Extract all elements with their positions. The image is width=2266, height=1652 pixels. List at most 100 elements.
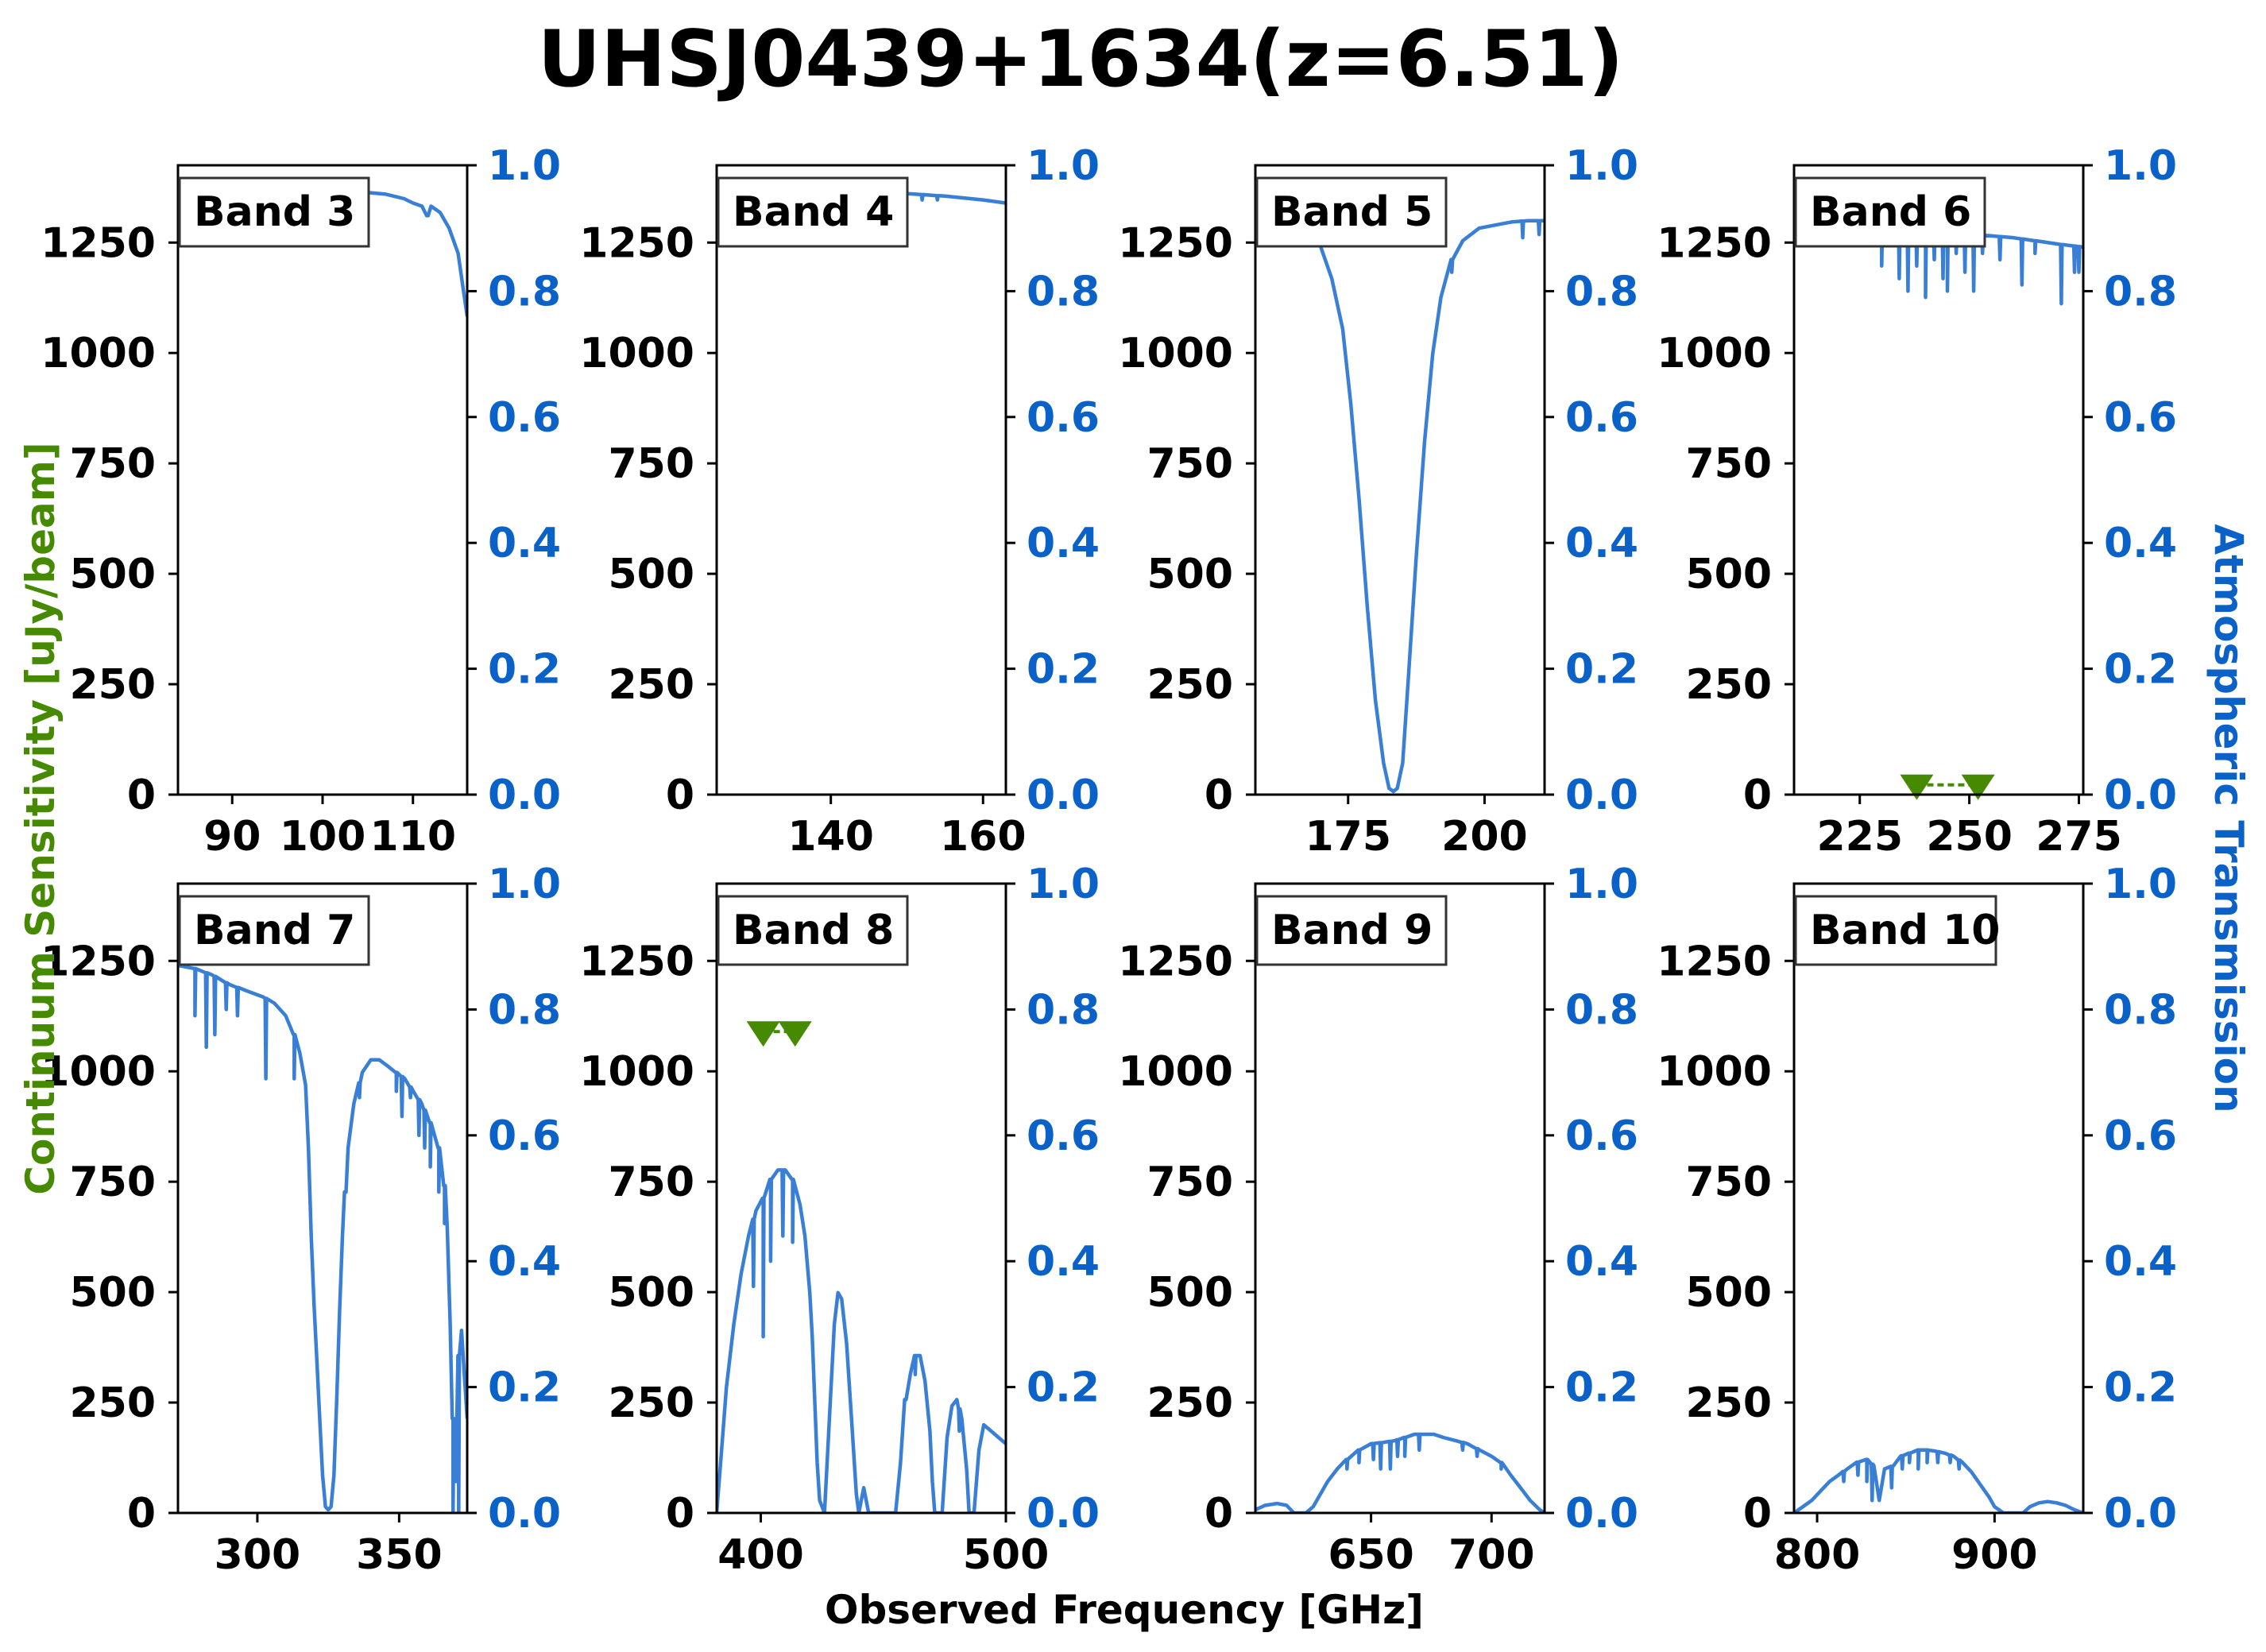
x-tick-label: 200: [1441, 813, 1528, 861]
left-tick-label: 0: [666, 772, 694, 819]
band-label: Band 9: [1271, 907, 1433, 954]
transmission-line: [717, 1168, 1006, 1513]
left-tick-label: 500: [1147, 551, 1233, 598]
band-legend-box: [717, 895, 909, 966]
left-tick-label: 1250: [41, 219, 156, 267]
left-tick-label: 1000: [579, 1048, 694, 1096]
left-tick-label: 750: [608, 440, 694, 488]
left-tick-label: 250: [608, 661, 694, 709]
left-tick-label: 0: [127, 1490, 156, 1538]
panel-band-1: 0 250 500 750 1000 1250 0.0 0.2 0.4 0.6 0.8 1.0 90 10…: [41, 142, 561, 861]
panel-band-5: 0 250 500 750 1000 1250 0.0 0.2 0.4 0.6 0.8 1.0 300 3…: [41, 861, 561, 1579]
panel-frame: [715, 882, 1007, 1515]
sensitivity-marker: [746, 1021, 780, 1047]
band-label: Band 7: [194, 907, 355, 954]
left-tick-label: 1000: [1118, 330, 1233, 377]
right-tick-label: 0.6: [1565, 394, 1638, 442]
left-tick-label: 1250: [1118, 938, 1233, 985]
right-tick-label: 0.2: [488, 646, 561, 694]
left-tick-label: 1000: [1118, 1048, 1233, 1096]
transmission-line: [1255, 1432, 1545, 1513]
x-tick-label: 225: [1816, 813, 1903, 861]
left-tick-label: 1250: [1118, 219, 1233, 267]
panel-frame: [1792, 882, 2085, 1515]
left-tick-label: 500: [608, 1269, 694, 1317]
right-tick-label: 0.2: [1027, 1364, 1100, 1412]
x-tick-label: 110: [369, 813, 456, 861]
left-tick-label: 0: [127, 772, 156, 819]
right-axis-title: Atmospheric Transmission: [2206, 524, 2252, 1112]
figure-title: UHSJ0439+1634(z=6.51): [538, 14, 1624, 105]
band-label: Band 5: [1271, 188, 1433, 236]
left-tick-label: 750: [1147, 440, 1233, 488]
right-tick-label: 0.8: [488, 268, 561, 315]
x-tick-label: 800: [1774, 1531, 1861, 1579]
left-tick-label: 250: [1685, 661, 1772, 709]
right-tick-label: 0.2: [1027, 646, 1100, 694]
right-tick-label: 0.0: [2104, 772, 2177, 819]
sensitivity-marker: [1900, 774, 1934, 800]
right-tick-label: 0.4: [1565, 520, 1638, 567]
left-tick-label: 1250: [41, 938, 156, 985]
panel-frame: [176, 164, 469, 796]
panel-frame: [1254, 164, 1546, 796]
left-tick-label: 1000: [1657, 330, 1772, 377]
x-tick-label: 700: [1448, 1531, 1535, 1579]
right-tick-label: 0.6: [2104, 1112, 2177, 1160]
right-tick-label: 0.6: [1565, 1112, 1638, 1160]
right-tick-label: 0.0: [1027, 772, 1100, 819]
x-tick-label: 160: [940, 813, 1027, 861]
x-tick-label: 175: [1305, 813, 1391, 861]
right-tick-label: 0.2: [2104, 646, 2177, 694]
right-tick-label: 0.8: [2104, 986, 2177, 1034]
left-tick-label: 0: [666, 1490, 694, 1538]
right-tick-label: 0.4: [2104, 520, 2177, 567]
left-tick-label: 500: [69, 1269, 156, 1317]
left-tick-label: 1000: [579, 330, 694, 377]
left-tick-label: 750: [69, 1159, 156, 1206]
right-tick-label: 0.2: [1565, 1364, 1638, 1412]
band-label: Band 8: [733, 907, 894, 954]
right-tick-label: 0.2: [488, 1364, 561, 1412]
sensitivity-marker: [778, 1021, 812, 1047]
right-tick-label: 0.0: [1565, 772, 1638, 819]
panel-band-3: 0 250 500 750 1000 1250 0.0 0.2 0.4 0.6 0.8 1.0 175 2…: [1118, 142, 1638, 861]
left-tick-label: 750: [1685, 440, 1772, 488]
left-tick-label: 500: [608, 551, 694, 598]
x-tick-label: 900: [1951, 1531, 2038, 1579]
left-tick-label: 250: [69, 1379, 156, 1427]
panel-band-7: 0 250 500 750 1000 1250 0.0 0.2 0.4 0.6 0.8 1.0 650 7…: [1118, 861, 1638, 1579]
right-tick-label: 0.8: [1565, 986, 1638, 1034]
panel-frame: [1792, 164, 2085, 796]
transmission-line: [178, 963, 467, 1513]
right-tick-label: 0.0: [2104, 1490, 2177, 1538]
panel-band-2: 0 250 500 750 1000 1250 0.0 0.2 0.4 0.6 0.8 1.0 140 1…: [579, 142, 1100, 861]
x-tick-label: 400: [717, 1531, 804, 1579]
x-tick-label: 140: [787, 813, 874, 861]
right-tick-label: 1.0: [1565, 142, 1638, 190]
band-label: Band 10: [1810, 907, 2000, 954]
right-tick-label: 0.8: [1027, 268, 1100, 315]
left-tick-label: 1000: [41, 1048, 156, 1096]
right-tick-label: 0.4: [1027, 1238, 1100, 1286]
left-tick-label: 1250: [579, 219, 694, 267]
right-tick-label: 0.0: [1027, 1490, 1100, 1538]
transmission-line: [1794, 1448, 2083, 1513]
right-tick-label: 0.4: [1565, 1238, 1638, 1286]
left-tick-label: 0: [1743, 1490, 1772, 1538]
band-legend-box: [1255, 176, 1448, 248]
band-legend-box: [178, 176, 370, 248]
panel-frame: [715, 164, 1007, 796]
left-tick-label: 250: [69, 661, 156, 709]
left-tick-label: 250: [608, 1379, 694, 1427]
right-tick-label: 0.8: [2104, 268, 2177, 315]
left-tick-label: 250: [1147, 1379, 1233, 1427]
band-label: Band 3: [194, 188, 355, 236]
left-axis-title: Continuum Sensitivity [uJy/beam]: [17, 442, 64, 1194]
x-tick-label: 650: [1328, 1531, 1414, 1579]
panel-band-4: 0 250 500 750 1000 1250 0.0 0.2 0.4 0.6 0.8 1.0 225 2…: [1657, 142, 2177, 861]
right-tick-label: 0.4: [2104, 1238, 2177, 1286]
right-tick-label: 0.2: [1565, 646, 1638, 694]
